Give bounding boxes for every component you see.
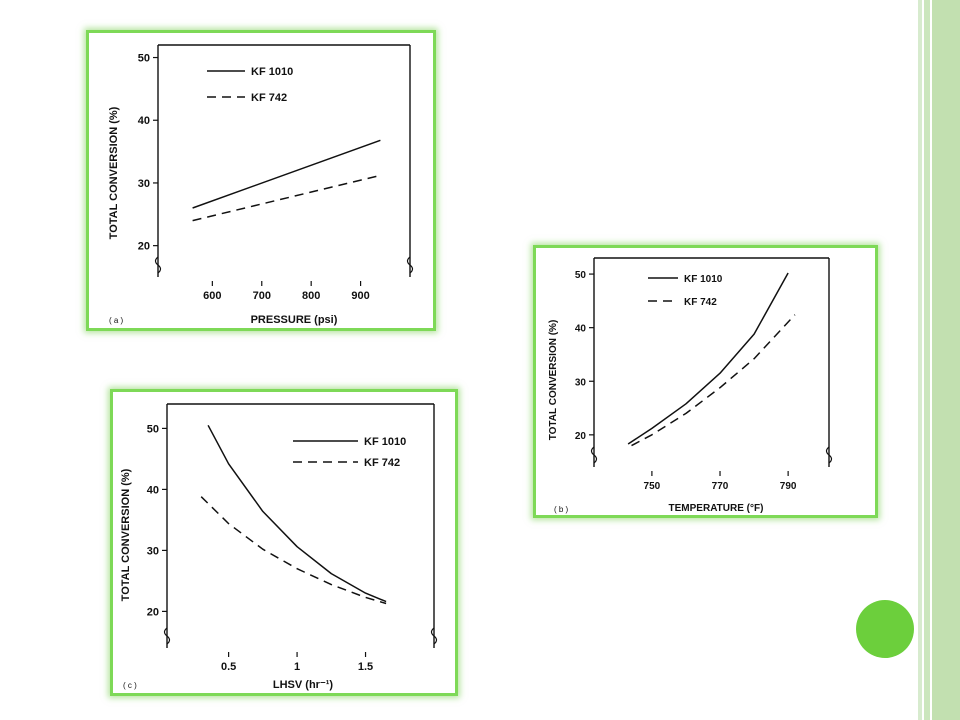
y-tick-label: 20 xyxy=(147,606,159,618)
decorative-side-bar xyxy=(932,0,960,720)
y-axis-label: TOTAL CONVERSION (%) xyxy=(108,106,120,239)
y-tick-label: 20 xyxy=(138,241,150,253)
x-tick-label: 790 xyxy=(780,481,797,492)
chart-panel-pressure: 20 30 40 50 600 700 800 900 PRESSURE (psi) TOTAL … xyxy=(86,30,436,331)
y-axis-label: TOTAL CONVERSION (%) xyxy=(548,320,559,441)
x-tick-label: 800 xyxy=(302,290,320,302)
legend-label: KF 1010 xyxy=(364,436,406,448)
axis-break-mark xyxy=(163,627,171,645)
x-axis-label: LHSV (hr⁻¹) xyxy=(273,679,334,691)
y-tick-label: 40 xyxy=(138,115,150,127)
y-tick-label: 30 xyxy=(138,178,150,190)
axis-break-mark xyxy=(430,627,438,645)
x-axis-label: TEMPERATURE (°F) xyxy=(669,503,764,514)
chart-temperature: 20 30 40 50 750 770 790 TEMPERATURE (°F) TOTAL C… xyxy=(548,257,833,514)
chart-panel-lhsv: 20 30 40 50 0.5 1 1.5 LHSV (hr⁻¹) TOTAL CONVERSI… xyxy=(110,389,458,696)
x-tick-label: 600 xyxy=(203,290,221,302)
axis-break-mark xyxy=(406,256,414,274)
axis-break-mark xyxy=(154,256,162,274)
chart-panel-temperature: 20 30 40 50 750 770 790 TEMPERATURE (°F) TOTAL C… xyxy=(533,245,878,518)
x-tick-label: 1.5 xyxy=(358,661,373,673)
y-tick-label: 50 xyxy=(575,270,587,281)
x-tick-label: 750 xyxy=(644,481,661,492)
y-tick-label: 30 xyxy=(147,545,159,557)
y-tick-label: 30 xyxy=(575,377,587,388)
y-tick-label: 20 xyxy=(575,431,587,442)
series-kf-1010-line xyxy=(207,424,387,603)
series-kf-1010-line xyxy=(627,272,789,445)
x-axis-label: PRESSURE (psi) xyxy=(251,314,338,326)
x-tick-label: 0.5 xyxy=(221,661,236,673)
series-kf-742-line xyxy=(192,174,381,222)
series-kf-742-line xyxy=(631,314,796,447)
x-tick-label: 700 xyxy=(253,290,271,302)
series-kf-742-line xyxy=(200,496,387,605)
legend-label: KF 742 xyxy=(251,92,287,104)
legend-label: KF 1010 xyxy=(251,66,293,78)
x-tick-label: 770 xyxy=(712,481,729,492)
y-tick-label: 50 xyxy=(138,53,150,65)
legend-label: KF 742 xyxy=(684,297,717,308)
axis-break-mark xyxy=(590,446,598,464)
y-tick-label: 50 xyxy=(147,423,159,435)
y-tick-label: 40 xyxy=(575,324,587,335)
series-kf-1010-line xyxy=(192,139,381,209)
chart-pressure: 20 30 40 50 600 700 800 900 PRESSURE (psi) TOTAL … xyxy=(108,44,414,326)
x-tick-label: 1 xyxy=(294,661,300,673)
decorative-green-circle xyxy=(856,600,914,658)
x-tick-label: 900 xyxy=(351,290,369,302)
chart-lhsv: 20 30 40 50 0.5 1 1.5 LHSV (hr⁻¹) TOTAL CONVERSI… xyxy=(120,403,438,691)
legend-label: KF 1010 xyxy=(684,274,723,285)
panel-label: ( b ) xyxy=(554,505,569,514)
legend-label: KF 742 xyxy=(364,457,400,469)
y-tick-label: 40 xyxy=(147,484,159,496)
panel-label: ( a ) xyxy=(109,316,124,325)
decorative-side-bar xyxy=(924,0,930,720)
decorative-side-bar xyxy=(918,0,922,720)
axis-break-mark xyxy=(825,446,833,464)
y-axis-label: TOTAL CONVERSION (%) xyxy=(120,468,132,601)
panel-label: ( c ) xyxy=(123,681,137,690)
